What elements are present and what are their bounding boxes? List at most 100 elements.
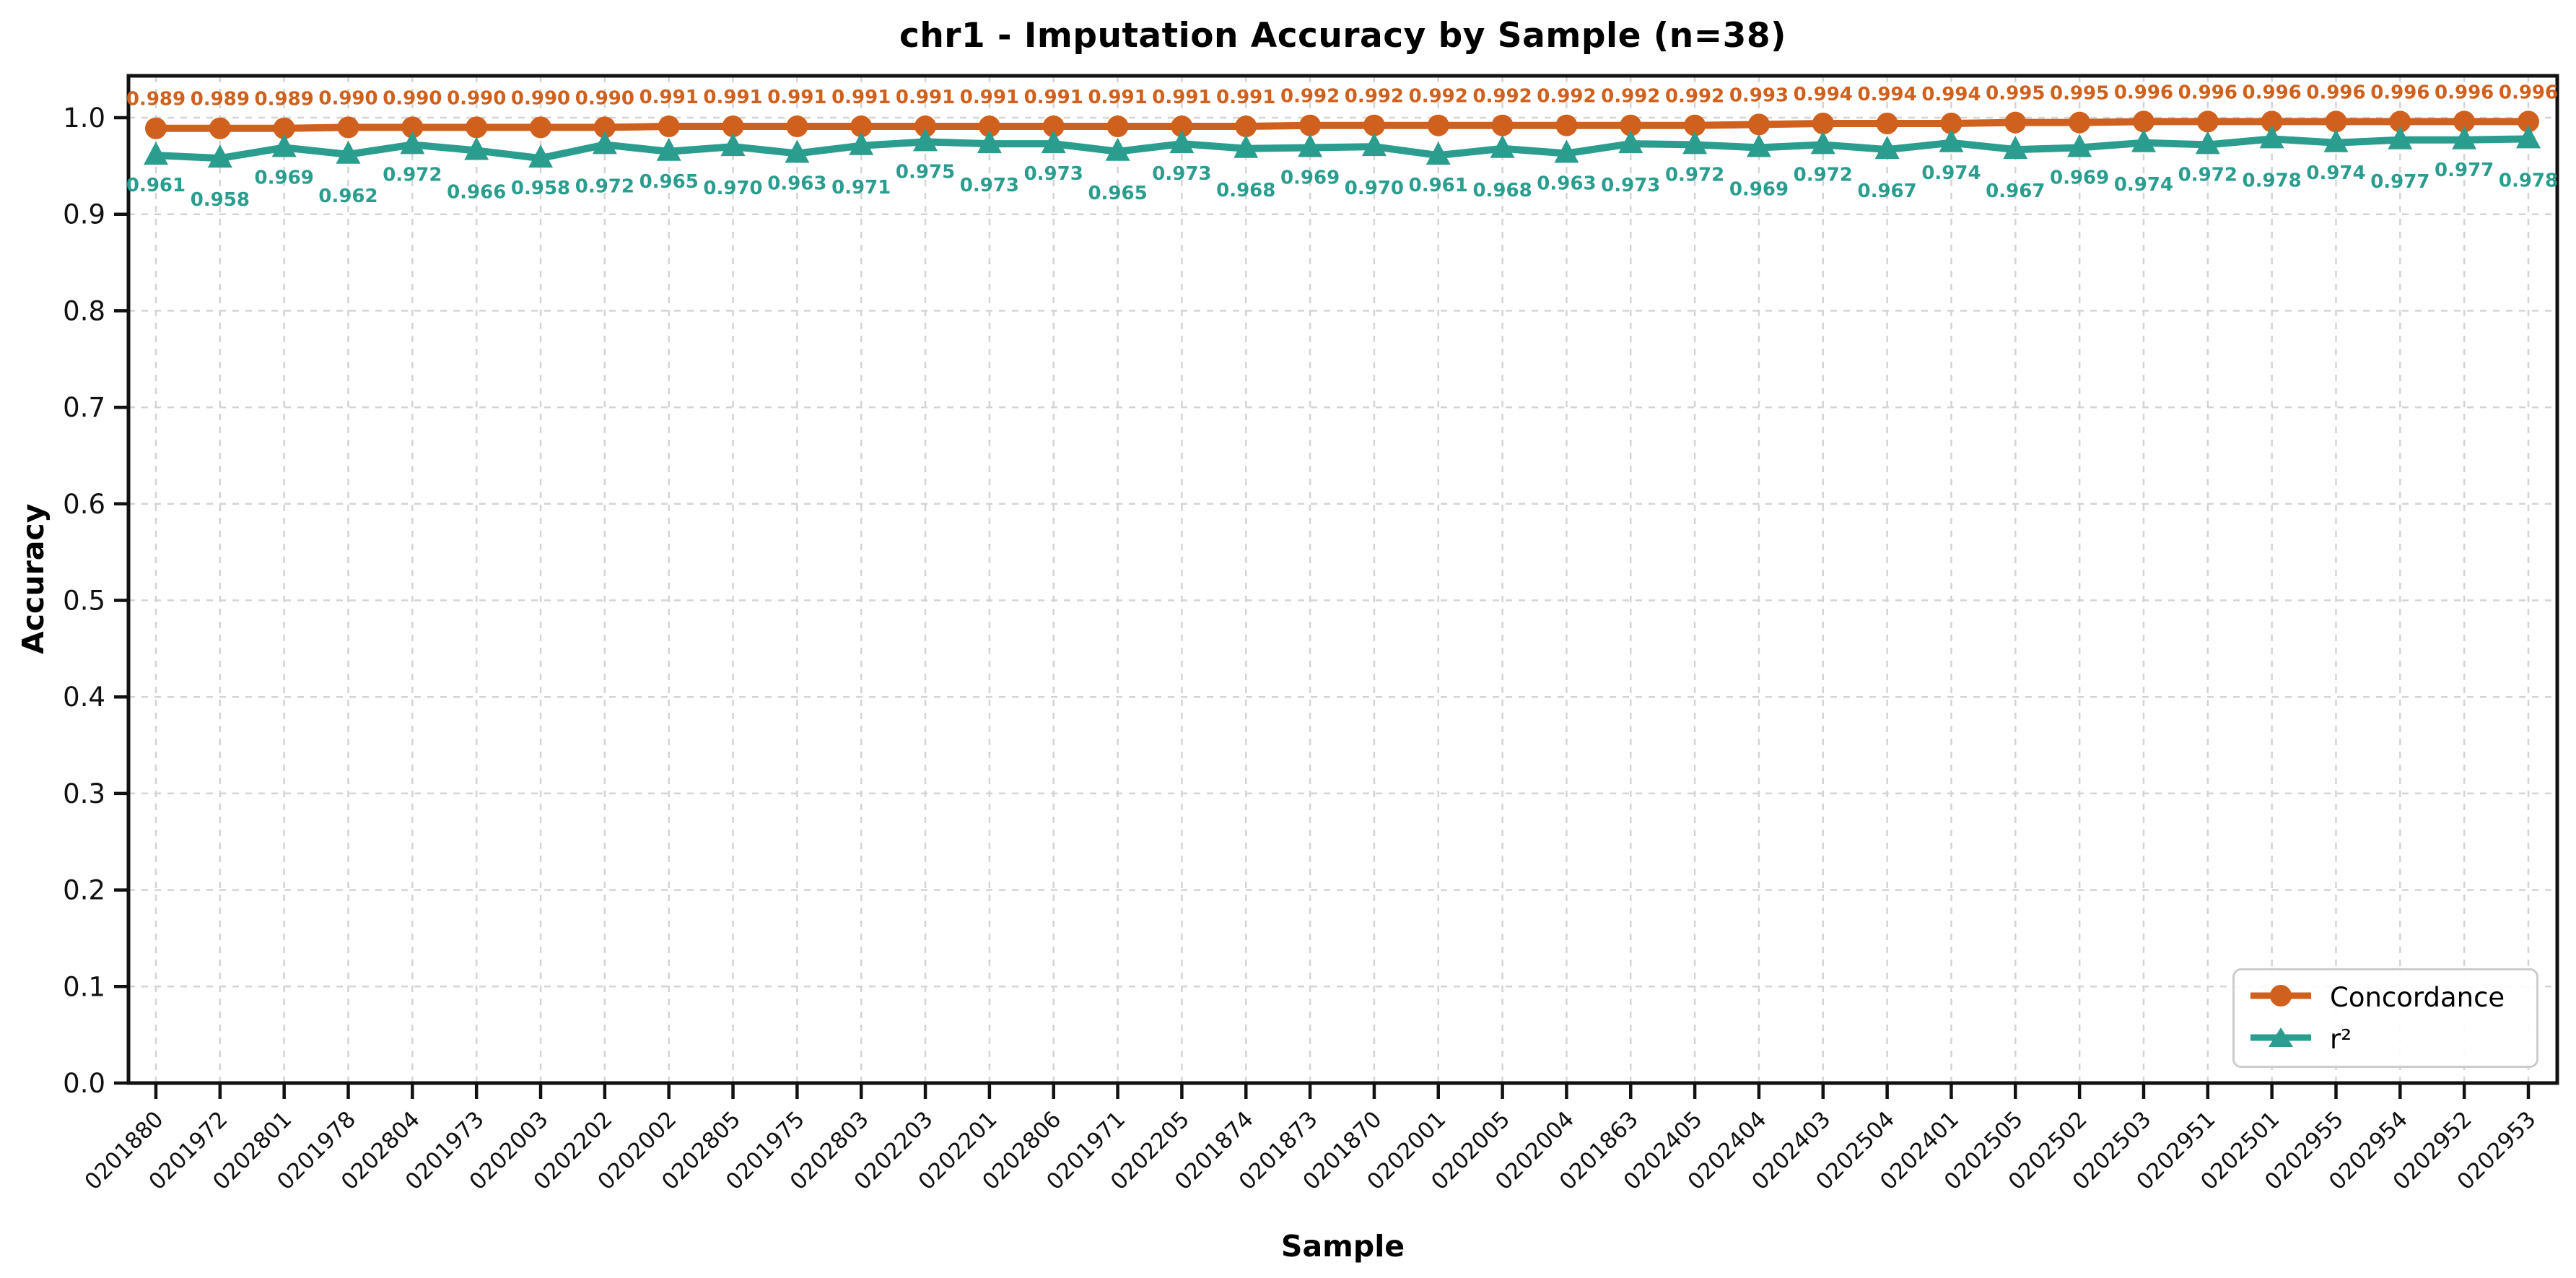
r2-point-marker: [400, 131, 425, 155]
r2-value-label: 0.971: [831, 177, 891, 199]
concordance-value-label: 0.992: [1409, 86, 1468, 108]
concordance-value-label: 0.996: [2499, 82, 2558, 103]
r2-point-marker: [464, 136, 489, 160]
r2-point-marker: [785, 139, 810, 163]
concordance-point-marker: [850, 116, 873, 138]
r2-point-marker: [1618, 130, 1643, 154]
r2-point-marker: [1746, 134, 1771, 157]
gridlines: [128, 76, 2557, 1084]
r2-value-label: 0.967: [1857, 181, 1916, 202]
r2-value-label: 0.963: [767, 173, 826, 194]
concordance-point-marker: [1171, 116, 1193, 138]
concordance-value-label: 0.996: [2370, 82, 2429, 103]
r2-value-label: 0.975: [896, 161, 955, 183]
concordance-value-label: 0.996: [2114, 82, 2173, 103]
r2-value-label: 0.968: [1472, 180, 1532, 201]
concordance-point-marker: [2069, 111, 2091, 134]
legend-label-r2: r²: [2330, 1023, 2352, 1055]
x-axis-label: Sample: [1280, 1229, 1405, 1264]
concordance-value-label: 0.993: [1729, 84, 1789, 106]
concordance-point-marker: [1684, 114, 1706, 136]
y-tick-label: 0.1: [63, 971, 105, 1002]
r2-value-label: 0.972: [1794, 164, 1853, 186]
r2-value-label: 0.973: [1152, 163, 1211, 185]
plot-frame: [126, 74, 2559, 1085]
r2-value-label: 0.970: [1345, 178, 1404, 199]
r2-value-label: 0.969: [2050, 167, 2109, 188]
concordance-point-marker: [658, 116, 680, 138]
r2-value-label: 0.966: [447, 181, 506, 203]
r2-point-marker: [2516, 125, 2541, 149]
concordance-point-marker: [2453, 110, 2476, 133]
r2-value-label: 0.970: [703, 178, 762, 199]
concordance-value-label: 0.995: [1986, 83, 2045, 105]
legend-label-concordance: Concordance: [2330, 981, 2505, 1013]
y-tick-label: 0.7: [63, 392, 105, 423]
concordance-point-marker: [1042, 116, 1065, 138]
point-labels-concordance: 0.989 0.989 0.989 0.990 0.990 0.990 0.990 0.990…: [126, 82, 2558, 110]
concordance-point-marker: [1235, 116, 1257, 138]
r2-point-marker: [2323, 129, 2349, 152]
concordance-point-marker: [273, 117, 295, 139]
concordance-point-marker: [1812, 113, 1834, 135]
r2-point-marker: [977, 130, 1002, 154]
r2-value-label: 0.977: [2435, 160, 2494, 181]
concordance-point-marker: [145, 117, 167, 139]
r2-point-marker: [1105, 137, 1130, 161]
concordance-point-marker: [530, 116, 552, 139]
concordance-value-label: 0.996: [2306, 82, 2365, 103]
concordance-value-label: 0.994: [1921, 84, 1981, 105]
concordance-value-label: 0.991: [767, 87, 826, 108]
legend-item-concordance: Concordance: [2248, 981, 2523, 1013]
concordance-point-marker: [1876, 113, 1898, 135]
r2-value-label: 0.972: [575, 175, 634, 197]
r2-value-label: 0.978: [2499, 170, 2558, 191]
concordance-value-label: 0.991: [703, 87, 762, 108]
x-tick-labels: 0201880020197202028010201978020280402019…: [80, 1106, 2541, 1195]
concordance-value-label: 0.995: [2050, 83, 2109, 105]
r2-point-marker: [656, 137, 681, 161]
concordance-point-marker: [978, 116, 1000, 138]
concordance-value-label: 0.989: [255, 89, 314, 110]
concordance-point-marker: [2325, 110, 2347, 133]
concordance-value-label: 0.990: [383, 87, 442, 109]
r2-value-label: 0.974: [2306, 162, 2365, 184]
r2-value-label: 0.974: [2114, 174, 2173, 196]
y-tick-label: 0.6: [63, 489, 105, 520]
concordance-point-marker: [2518, 110, 2539, 133]
y-tick-label: 0.2: [63, 875, 105, 906]
r2-point-marker: [1939, 129, 1964, 152]
r2-point-marker: [1554, 139, 1579, 163]
concordance-point-marker: [1363, 114, 1385, 136]
y-tick-label: 0.8: [63, 295, 105, 326]
r2-point-marker: [1234, 134, 1259, 158]
r2-point-marker: [849, 131, 874, 155]
concordance-value-label: 0.991: [639, 87, 699, 108]
r2-value-label: 0.969: [255, 167, 314, 188]
r2-value-label: 0.961: [1409, 175, 1468, 196]
r2-value-label: 0.972: [2178, 164, 2237, 186]
concordance-point-marker: [1299, 114, 1322, 136]
concordance-value-label: 0.990: [511, 87, 570, 109]
r2-point-marker: [207, 144, 232, 168]
concordance-point-marker: [2004, 111, 2027, 134]
r2-point-marker: [528, 144, 554, 168]
axis-ticks: [114, 116, 2531, 1099]
r2-point-marker: [2195, 131, 2220, 155]
concordance-value-label: 0.996: [2178, 82, 2237, 103]
y-tick-label: 0.4: [63, 682, 105, 713]
concordance-point-marker: [466, 116, 488, 139]
concordance-value-label: 0.992: [1472, 86, 1532, 108]
r2-value-label: 0.968: [1216, 180, 1275, 201]
r2-value-label: 0.969: [1729, 178, 1789, 200]
r2-point-marker: [2003, 136, 2028, 160]
concordance-value-label: 0.991: [960, 87, 1019, 108]
r2-value-label: 0.967: [1986, 181, 2045, 202]
r2-point-marker: [913, 128, 938, 152]
concordance-point-marker: [209, 117, 231, 139]
concordance-value-label: 0.989: [191, 89, 250, 110]
r2-point-marker: [592, 131, 617, 155]
